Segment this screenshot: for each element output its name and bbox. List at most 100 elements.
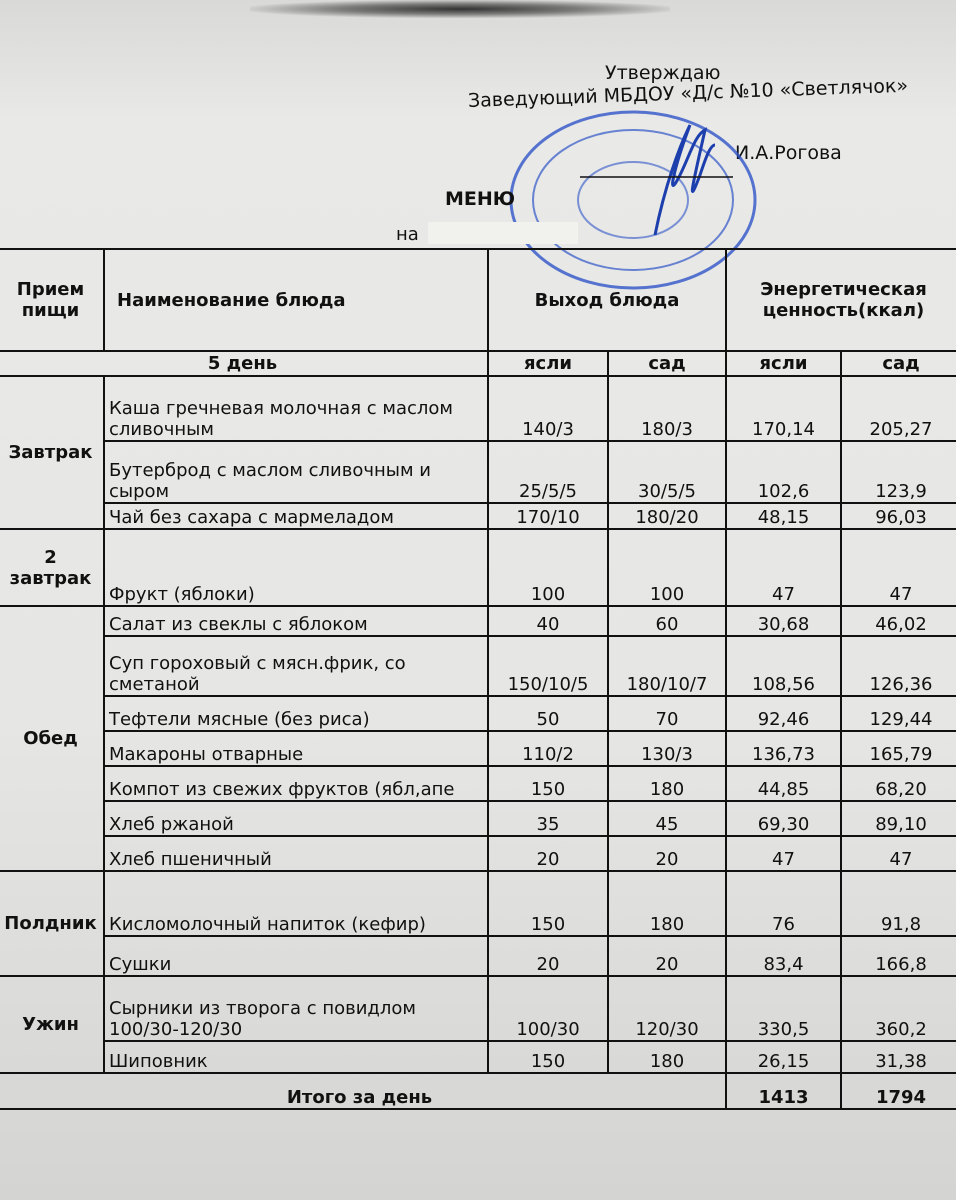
day-label: 5 день <box>0 350 489 377</box>
sub-sad-energy: сад <box>840 350 956 377</box>
table-row: Тефтели мясные (без риса) 50 70 92,46 129,44 <box>0 695 956 732</box>
date-prefix: на <box>396 224 419 245</box>
kcal-sad: 165,79 <box>840 730 956 767</box>
output-yasli: 170/10 <box>487 502 609 530</box>
output-yasli: 150 <box>487 870 609 937</box>
kcal-sad: 96,03 <box>840 502 956 530</box>
kcal-sad: 31,38 <box>840 1040 956 1074</box>
dish-name: Чай без сахара с мармеладом <box>103 502 489 530</box>
kcal-sad: 47 <box>840 835 956 872</box>
kcal-sad: 68,20 <box>840 765 956 802</box>
output-yasli: 20 <box>487 835 609 872</box>
table-row: Хлеб пшеничный 20 20 47 47 <box>0 835 956 872</box>
photo-smudge <box>250 0 670 18</box>
kcal-yasli: 48,15 <box>725 502 842 530</box>
meal-name: Обед <box>0 605 105 872</box>
output-yasli: 35 <box>487 800 609 837</box>
table-row: Ужин Сырники из творога с повидлом 100/30… <box>0 975 956 1074</box>
output-sad: 20 <box>607 835 727 872</box>
output-yasli: 140/3 <box>487 375 609 442</box>
output-sad: 180/20 <box>607 502 727 530</box>
table-row: Компот из свежих фруктов (ябл,апе 150 180 4… <box>0 765 956 802</box>
col-dish-header: Наименование блюда <box>103 248 489 352</box>
kcal-sad: 89,10 <box>840 800 956 837</box>
output-yasli: 25/5/5 <box>487 440 609 504</box>
menu-title: МЕНЮ <box>445 188 516 210</box>
output-sad: 180 <box>607 1040 727 1074</box>
kcal-sad: 47 <box>840 528 956 607</box>
output-yasli: 150/10/5 <box>487 635 609 697</box>
dish-name: Макароны отварные <box>103 730 489 767</box>
kcal-sad: 91,8 <box>840 870 956 937</box>
signer-name: И.А.Рогова <box>735 142 842 164</box>
output-sad: 60 <box>607 605 727 637</box>
dish-name: Компот из свежих фруктов (ябл,апе <box>103 765 489 802</box>
table-row: Завтрак Каша гречневая молочная с маслом … <box>0 375 956 530</box>
kcal-sad: 123,9 <box>840 440 956 504</box>
output-sad: 30/5/5 <box>607 440 727 504</box>
col-meal-header: Прием пищи <box>0 248 105 352</box>
table-row: Хлеб ржаной 35 45 69,30 89,10 <box>0 800 956 837</box>
kcal-sad: 360,2 <box>840 975 956 1042</box>
dish-name: Каша гречневая молочная с маслом сливочн… <box>103 375 489 442</box>
output-yasli: 50 <box>487 695 609 732</box>
kcal-yasli: 92,46 <box>725 695 842 732</box>
kcal-sad: 46,02 <box>840 605 956 637</box>
approve-label: Утверждаю <box>605 62 721 84</box>
sub-sad-output: сад <box>607 350 727 377</box>
output-sad: 180/3 <box>607 375 727 442</box>
table-row: Бутерброд с маслом сливочным и сыром 25/5… <box>0 440 956 504</box>
kcal-yasli: 136,73 <box>725 730 842 767</box>
output-sad: 20 <box>607 935 727 977</box>
output-sad: 180 <box>607 765 727 802</box>
dish-name: Фрукт (яблоки) <box>103 528 489 607</box>
dish-name: Хлеб ржаной <box>103 800 489 837</box>
kcal-yasli: 30,68 <box>725 605 842 637</box>
kcal-yasli: 108,56 <box>725 635 842 697</box>
col-output-header: Выход блюда <box>487 248 727 352</box>
total-label: Итого за день <box>0 1072 727 1110</box>
kcal-yasli: 102,6 <box>725 440 842 504</box>
kcal-yasli: 69,30 <box>725 800 842 837</box>
kcal-sad: 205,27 <box>840 375 956 442</box>
table-row: Шиповник 150 180 26,15 31,38 <box>0 1040 956 1074</box>
output-yasli: 100 <box>487 528 609 607</box>
table-row: Обед Салат из свеклы с яблоком 40 60 30,68 46… <box>0 605 956 872</box>
table-row: Чай без сахара с мармеладом 170/10 180/20 4… <box>0 502 956 530</box>
col-energy-header: Энергетическая ценность(ккал) <box>725 248 956 352</box>
output-sad: 70 <box>607 695 727 732</box>
output-yasli: 150 <box>487 765 609 802</box>
kcal-yasli: 47 <box>725 528 842 607</box>
kcal-sad: 129,44 <box>840 695 956 732</box>
kcal-yasli: 44,85 <box>725 765 842 802</box>
output-sad: 100 <box>607 528 727 607</box>
output-sad: 120/30 <box>607 975 727 1042</box>
kcal-sad: 126,36 <box>840 635 956 697</box>
dish-name: Хлеб пшеничный <box>103 835 489 872</box>
meal-name: Ужин <box>0 975 105 1074</box>
kcal-yasli: 170,14 <box>725 375 842 442</box>
kcal-yasli: 330,5 <box>725 975 842 1042</box>
output-sad: 180 <box>607 870 727 937</box>
date-redacted <box>428 222 578 244</box>
output-yasli: 20 <box>487 935 609 977</box>
table-row: Макароны отварные 110/2 130/3 136,73 165,79 <box>0 730 956 767</box>
dish-name: Сушки <box>103 935 489 977</box>
kcal-yasli: 26,15 <box>725 1040 842 1074</box>
output-yasli: 110/2 <box>487 730 609 767</box>
dish-name: Кисломолочный напиток (кефир) <box>103 870 489 937</box>
kcal-yasli: 47 <box>725 835 842 872</box>
total-sad: 1794 <box>840 1072 956 1110</box>
output-yasli: 150 <box>487 1040 609 1074</box>
meal-name: Полдник <box>0 870 105 977</box>
dish-name: Салат из свеклы с яблоком <box>103 605 489 637</box>
kcal-sad: 166,8 <box>840 935 956 977</box>
meal-name: 2 завтрак <box>0 528 105 607</box>
dish-name: Тефтели мясные (без риса) <box>103 695 489 732</box>
dish-name: Сырники из творога с повидлом 100/30-120… <box>103 975 489 1042</box>
table-row: Полдник Кисломолочный напиток (кефир) 150 1… <box>0 870 956 977</box>
dish-name: Шиповник <box>103 1040 489 1074</box>
sub-yasli-energy: ясли <box>725 350 842 377</box>
kcal-yasli: 83,4 <box>725 935 842 977</box>
table-row: Суп гороховый с мясн.фрик, со сметаной 15… <box>0 635 956 697</box>
